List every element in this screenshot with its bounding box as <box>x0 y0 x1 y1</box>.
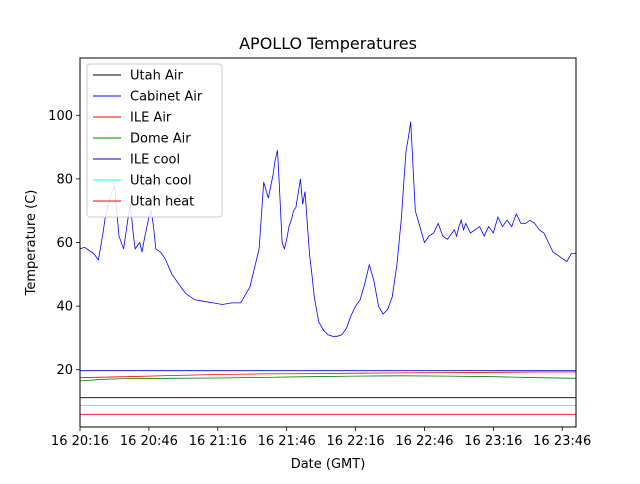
x-axis-ticks: 16 20:16 16 20:46 16 21:16 16 21:46 16 22:16… <box>51 427 591 449</box>
legend: Utah Air Cabinet Air ILE Air Dome Air ILE co… <box>86 63 223 218</box>
series-layer <box>79 121 577 415</box>
y-tick-label: 40 <box>56 300 73 315</box>
legend-label: ILE cool <box>130 153 180 168</box>
x-tick-label: 16 22:46 <box>395 434 453 449</box>
x-axis-label: Date (GMT) <box>291 457 366 472</box>
x-tick-label: 16 21:16 <box>189 434 247 449</box>
y-axis-ticks: 20 40 60 80 100 <box>48 109 80 378</box>
x-tick-label: 16 22:16 <box>326 434 384 449</box>
legend-label: ILE Air <box>130 111 172 126</box>
y-tick-label: 20 <box>56 363 73 378</box>
y-axis-label: Temperature (C) <box>24 190 39 297</box>
y-tick-label: 100 <box>48 109 73 124</box>
series-line-dome-air <box>79 375 577 382</box>
x-tick-label: 16 21:46 <box>258 434 316 449</box>
y-tick-label: 60 <box>56 236 73 251</box>
legend-label: Cabinet Air <box>130 90 203 105</box>
legend-label: Utah Air <box>130 69 183 84</box>
legend-label: Utah heat <box>130 195 194 210</box>
x-tick-label: 16 23:46 <box>533 434 591 449</box>
x-tick-label: 16 23:16 <box>464 434 522 449</box>
x-tick-label: 16 20:46 <box>120 434 178 449</box>
legend-label: Utah cool <box>130 174 192 189</box>
chart-title: APOLLO Temperatures <box>239 34 417 53</box>
legend-label: Dome Air <box>130 132 191 147</box>
series-line-ile-air <box>79 371 576 379</box>
y-tick-label: 80 <box>56 172 73 187</box>
x-tick-label: 16 20:16 <box>51 434 109 449</box>
legend-box <box>86 63 223 218</box>
